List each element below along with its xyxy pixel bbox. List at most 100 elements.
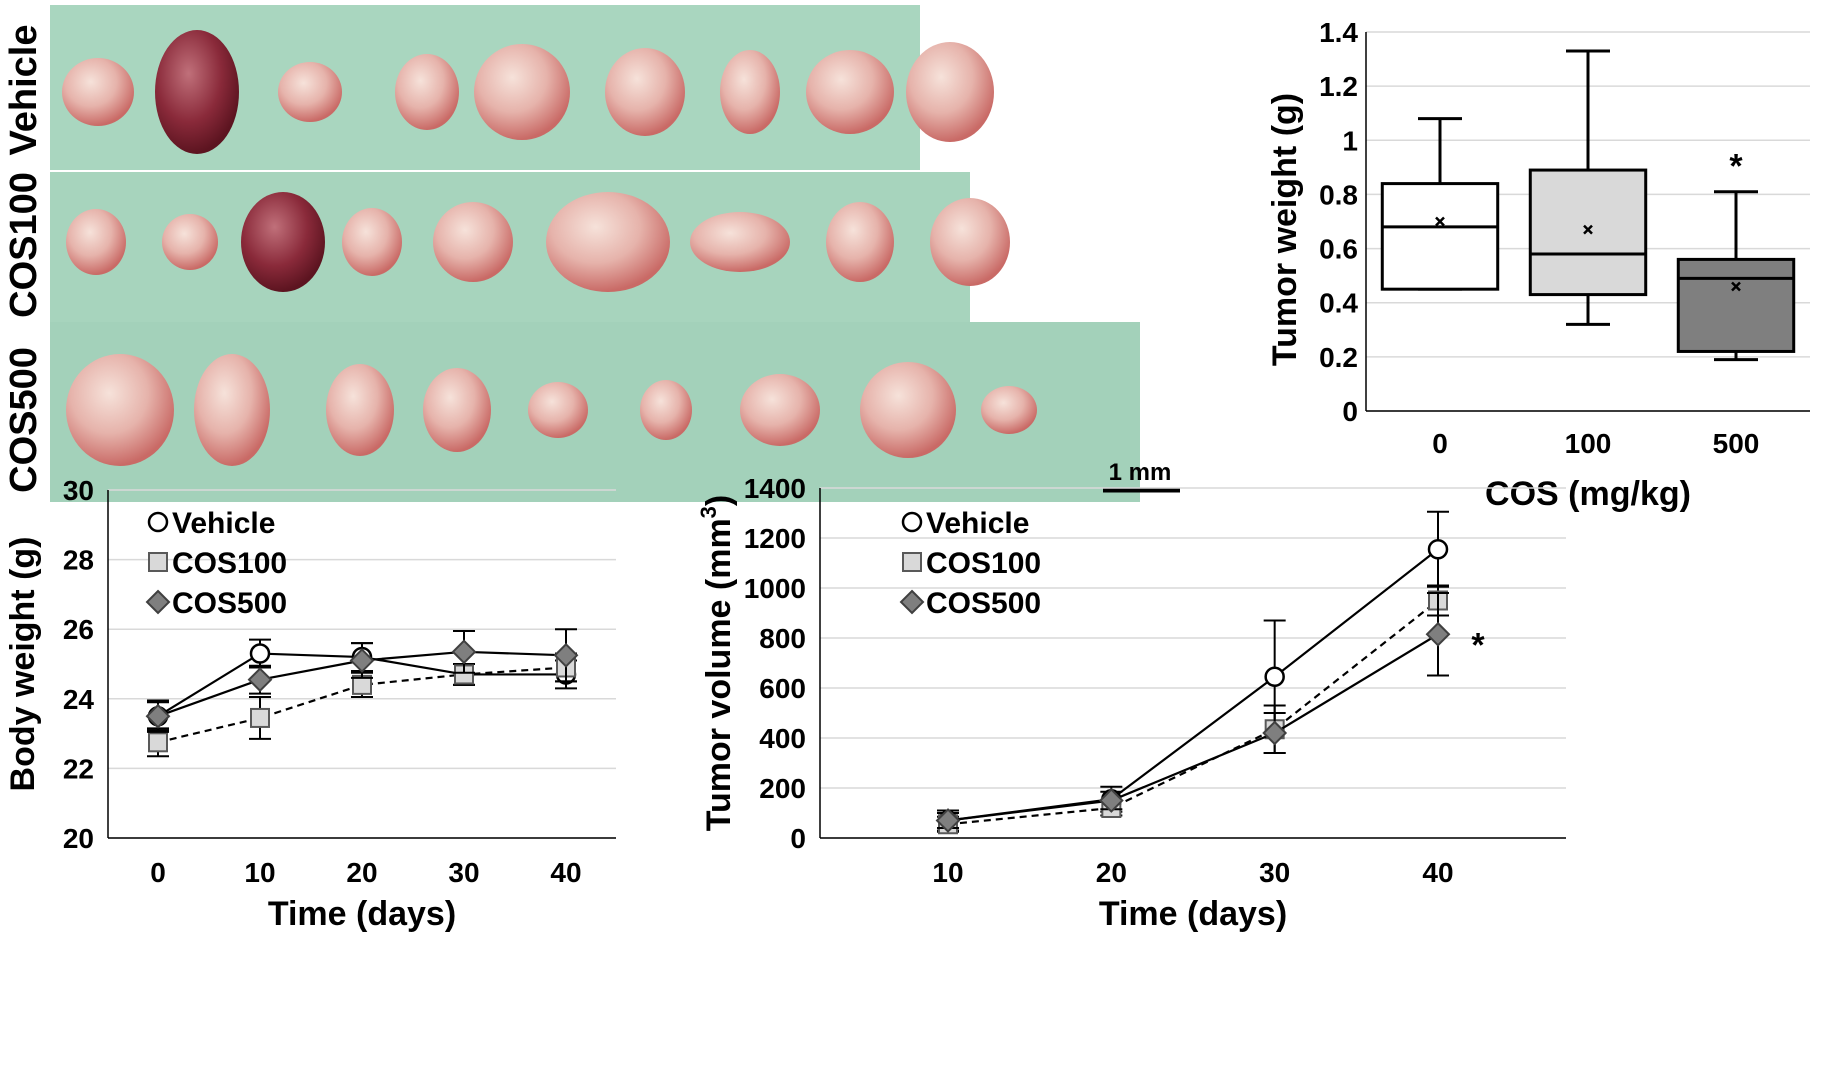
tumor-samples [62,30,1037,466]
x-tick-label: 10 [244,857,275,888]
y-tick-label: 28 [63,545,94,576]
y-tick-label: 0 [790,823,806,854]
tumor-sample [690,212,790,272]
svg-text:Vehicle: Vehicle [3,25,45,156]
series-cos100 [937,584,1449,835]
tumor-sample [740,374,820,446]
series-cos500 [935,592,1451,833]
tumor-sample [720,50,780,134]
marker-square [148,732,168,753]
x-tick-label: 20 [1096,857,1127,888]
marker-circle [1264,666,1285,687]
scale-bar-label: 1 mm [1109,459,1172,486]
tumor-sample [906,42,994,142]
legend-label: Vehicle [926,507,1029,540]
tumor-sample [474,44,570,140]
marker-diamond [935,808,961,833]
legend-label: COS500 [172,587,287,620]
box-y-tick-labels: 0 0.2 0.4 0.6 0.8 1 1.2 1.4 [1319,17,1358,427]
tumor-sample [423,368,491,452]
marker-diamond [553,642,579,668]
tv-significance-asterisk: * [1471,626,1485,664]
box-0 [1380,182,1500,291]
y-tick-label: 1 [1342,125,1358,156]
y-tick-label: 30 [63,475,94,506]
y-tick-label: 26 [63,614,94,645]
marker-circle [1427,539,1449,560]
tumor-sample [860,362,956,458]
tv-y-tick-labels: 0 200 400 600 800 1000 1200 1400 [744,473,806,854]
box-100 [1528,168,1648,297]
tumor-sample [806,50,894,134]
legend-label: Vehicle [172,507,275,540]
tv-y-axis-label: Tumor volume (mm3) [696,495,738,832]
y-tick-label: 0.2 [1319,342,1358,373]
tumor-sample [433,202,513,282]
marker-diamond [145,589,171,615]
tumor-sample [155,30,239,154]
box-marks: * [1380,49,1796,362]
box-x-axis-label: COS (mg/kg) [1485,475,1691,513]
legend-label: COS500 [926,587,1041,620]
y-tick-label: 0.4 [1319,288,1358,319]
marker-diamond [899,589,925,615]
marker-square [148,552,168,572]
svg-text:COS100: COS100 [3,172,45,318]
marker-diamond [1262,720,1288,746]
bw-y-tick-labels: 20 22 24 26 28 30 [63,475,95,854]
tumor-sample [66,209,126,275]
tumor-sample [826,202,894,282]
tumor-sample [194,354,270,466]
y-tick-label: 0.8 [1319,179,1358,210]
tumor-sample [62,58,134,126]
y-tick-label: 1200 [744,523,806,554]
y-tick-label: 22 [63,753,94,784]
y-tick-label: 1.4 [1319,17,1358,48]
y-tick-label: 800 [759,623,806,654]
tv-x-tick-labels: 10 20 30 40 [932,857,1453,888]
tumor-sample [278,62,342,122]
y-tick-label: 200 [759,773,806,804]
tumor-photo-panel: Vehicle COS100 COS500 1 mm [0,0,1200,505]
mean-marker [1731,281,1741,292]
tv-legend: Vehicle COS100 COS500 [899,507,1041,620]
marker-circle [901,511,923,533]
tumor-sample [930,198,1010,286]
x-tick-label: 0 [1432,428,1448,459]
marker-diamond [247,667,273,693]
box-500 [1676,257,1796,353]
y-tick-label: 0 [1342,396,1358,427]
tumor-sample [640,380,692,440]
marker-diamond [451,639,477,665]
mean-marker [1583,224,1593,235]
x-tick-label: 40 [1422,857,1453,888]
tumor-sample [528,382,588,438]
marker-diamond [1425,621,1451,647]
tumor-sample [395,54,459,130]
x-tick-label: 100 [1565,428,1612,459]
marker-diamond [1098,788,1124,813]
tumor-sample [162,214,218,270]
mean-marker [1435,216,1445,227]
box-x-tick-labels: 0 100 500 [1432,428,1759,459]
svg-text:COS500: COS500 [3,347,45,493]
legend-label: COS100 [926,547,1041,580]
tv-series [935,510,1451,835]
bw-legend: Vehicle COS100 COS500 [145,507,287,620]
series-line [947,599,1439,826]
marker-circle [249,643,271,664]
tv-gridlines [819,487,1566,839]
row-label-cos500: COS500 [3,347,45,493]
tumor-sample [66,354,174,466]
x-tick-label: 500 [1713,428,1760,459]
y-tick-label: 1.2 [1319,71,1358,102]
significance-asterisk: * [1729,148,1743,186]
tumor-sample [326,364,394,456]
x-tick-label: 30 [1259,857,1290,888]
bw-gridlines [107,489,616,839]
x-tick-label: 30 [448,857,479,888]
row-label-vehicle: Vehicle [3,25,45,156]
x-tick-label: 40 [550,857,581,888]
y-tick-label: 20 [63,823,94,854]
tumor-sample [241,192,325,292]
